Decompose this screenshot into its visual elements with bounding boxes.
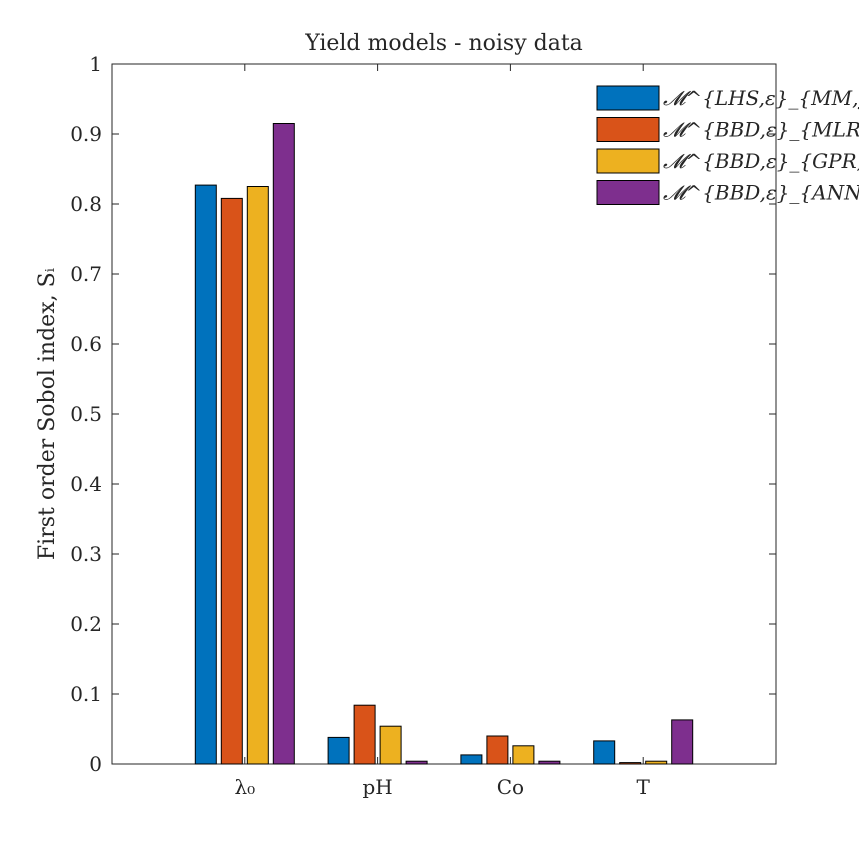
bar-1-cat-4 — [593, 740, 616, 765]
y-tick-label: 0.9 — [70, 122, 102, 146]
y-tick-label: 0.3 — [70, 542, 102, 566]
x-tick-label: T — [637, 775, 651, 799]
bar-4-cat-2 — [405, 760, 428, 765]
bar-3-cat-3 — [512, 745, 535, 765]
legend-swatch-1 — [596, 85, 660, 111]
bar-4-cat-1 — [272, 123, 295, 765]
bar-4-cat-4 — [671, 719, 694, 765]
y-tick-label: 0.4 — [70, 472, 102, 496]
y-tick-label: 0 — [89, 752, 102, 776]
legend-swatch-4 — [596, 180, 660, 205]
legend: 𝓜^{LHS,ε}_{MM,y_D} 𝓜^{BBD,ε}_{MLR,y_D} 𝓜^{… — [596, 85, 859, 205]
legend-swatch-3 — [596, 148, 660, 174]
y-tick-label: 0.7 — [70, 262, 102, 286]
y-tick-label: 0.8 — [70, 192, 102, 216]
y-tick-label: 1 — [89, 52, 102, 76]
chart-title: Yield models - noisy data — [304, 31, 583, 56]
bar-4-cat-3 — [538, 760, 561, 765]
bar-2-cat-1 — [220, 197, 243, 765]
x-tick-label: Co — [497, 775, 524, 799]
y-tick-label: 0.2 — [70, 612, 102, 636]
y-tick-label: 0.1 — [70, 682, 102, 706]
y-tick-label: 0.5 — [70, 402, 102, 426]
bar-2-cat-4 — [619, 762, 642, 765]
legend-label-3: 𝓜^{BBD,ε}_{GPR,y_D} — [663, 149, 859, 173]
bar-3-cat-4 — [645, 760, 668, 765]
bar-1-cat-1 — [194, 184, 217, 765]
y-axis-title: First order Sobol index, Sᵢ — [35, 267, 60, 560]
bar-2-cat-2 — [353, 704, 376, 765]
bar-1-cat-3 — [460, 754, 483, 765]
plot-area: 0 0.1 0.2 0.3 0.4 0.5 0.6 0.7 0.8 0.9 1 λ₀ pH Co T — [70, 52, 777, 799]
x-tick-label: λ₀ — [234, 775, 255, 799]
bar-2-cat-3 — [486, 735, 509, 765]
legend-swatch-2 — [596, 117, 660, 142]
legend-label-2: 𝓜^{BBD,ε}_{MLR,y_D} — [663, 118, 859, 142]
legend-label-4: 𝓜^{BBD,ε}_{ANN,y_D} — [663, 181, 859, 205]
bar-1-cat-2 — [327, 736, 350, 765]
y-tick-label: 0.6 — [70, 332, 102, 356]
bar-3-cat-1 — [246, 186, 269, 765]
bar-3-cat-2 — [379, 725, 402, 765]
legend-label-1: 𝓜^{LHS,ε}_{MM,y_D} — [663, 86, 859, 110]
x-tick-label: pH — [362, 775, 392, 799]
